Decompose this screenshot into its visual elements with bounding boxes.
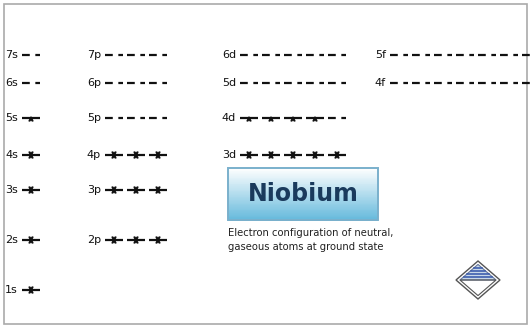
Text: 2s: 2s	[5, 235, 18, 245]
Bar	[228, 193, 378, 195]
Bar	[228, 206, 378, 208]
Text: 5p: 5p	[87, 113, 101, 123]
Bar	[228, 185, 378, 187]
Text: 6p: 6p	[87, 78, 101, 88]
Bar	[228, 209, 378, 210]
Text: 2p: 2p	[87, 235, 101, 245]
Bar	[228, 182, 378, 183]
Bar	[228, 187, 378, 188]
Bar	[228, 181, 378, 182]
Bar	[228, 211, 378, 213]
Bar	[228, 183, 378, 184]
Text: Niobium: Niobium	[247, 182, 358, 206]
Bar	[228, 196, 378, 198]
Bar	[228, 215, 378, 216]
Bar	[228, 216, 378, 217]
Bar	[228, 202, 378, 203]
Bar	[228, 219, 378, 220]
Text: 4p: 4p	[87, 150, 101, 160]
Bar	[228, 203, 378, 204]
Bar	[228, 216, 378, 218]
Bar	[228, 170, 378, 171]
Bar	[228, 204, 378, 206]
Text: 3d: 3d	[222, 150, 236, 160]
Bar	[228, 217, 378, 219]
Bar	[228, 197, 378, 199]
Bar	[228, 200, 378, 201]
Text: 7p: 7p	[87, 50, 101, 60]
Bar	[228, 168, 378, 169]
Bar	[228, 179, 378, 181]
Bar	[228, 184, 378, 185]
Text: 5d: 5d	[222, 78, 236, 88]
Bar	[228, 192, 378, 194]
Bar	[228, 201, 378, 202]
Bar	[228, 172, 378, 173]
Bar	[228, 173, 378, 174]
Bar	[228, 177, 378, 179]
Bar	[228, 191, 378, 192]
Bar	[228, 168, 378, 220]
Text: 5s: 5s	[5, 113, 18, 123]
Text: 5f: 5f	[375, 50, 386, 60]
Bar	[228, 199, 378, 200]
Text: 6d: 6d	[222, 50, 236, 60]
Bar	[228, 184, 378, 186]
Bar	[228, 210, 378, 211]
Bar	[228, 174, 378, 175]
Text: 6s: 6s	[5, 78, 18, 88]
Bar	[228, 205, 378, 207]
Text: 3p: 3p	[87, 185, 101, 195]
Bar	[228, 176, 378, 177]
Bar	[228, 178, 378, 180]
Text: Electron configuration of neutral,
gaseous atoms at ground state: Electron configuration of neutral, gaseo…	[228, 228, 393, 252]
Bar	[228, 175, 378, 176]
Bar	[228, 218, 378, 220]
Polygon shape	[460, 264, 496, 280]
Bar	[228, 171, 378, 172]
Bar	[228, 198, 378, 200]
Bar	[228, 204, 378, 205]
Text: 7s: 7s	[5, 50, 18, 60]
Bar	[228, 180, 378, 181]
Bar	[228, 194, 378, 195]
Bar	[228, 212, 378, 214]
Bar	[228, 195, 378, 196]
Text: 4d: 4d	[222, 113, 236, 123]
Bar	[228, 177, 378, 178]
Text: 4s: 4s	[5, 150, 18, 160]
Bar	[228, 214, 378, 215]
Text: 1s: 1s	[5, 285, 18, 295]
Bar	[228, 190, 378, 191]
Bar	[228, 189, 378, 190]
Bar	[228, 207, 378, 208]
Bar	[228, 188, 378, 189]
Bar	[228, 208, 378, 209]
Bar	[228, 213, 378, 215]
Text: 3s: 3s	[5, 185, 18, 195]
Bar	[228, 172, 378, 174]
Bar	[228, 169, 378, 170]
Bar	[228, 186, 378, 188]
Text: 4f: 4f	[375, 78, 386, 88]
Bar	[228, 211, 378, 212]
Bar	[228, 192, 378, 193]
Bar	[228, 196, 378, 197]
